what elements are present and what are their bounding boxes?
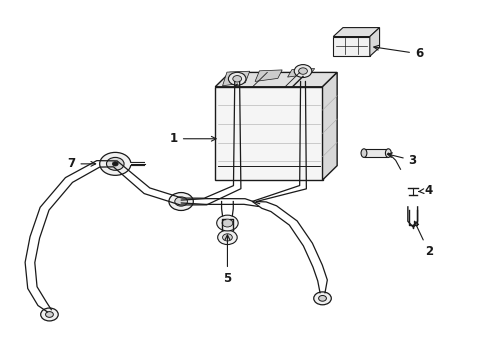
Circle shape xyxy=(222,234,232,241)
Circle shape xyxy=(228,72,245,85)
Ellipse shape xyxy=(385,149,390,157)
Bar xyxy=(363,149,387,157)
Text: 5: 5 xyxy=(223,235,231,285)
Ellipse shape xyxy=(360,149,366,157)
Polygon shape xyxy=(287,69,314,77)
Bar xyxy=(332,37,369,56)
Circle shape xyxy=(217,230,237,244)
Text: 6: 6 xyxy=(373,45,422,60)
Circle shape xyxy=(106,157,124,170)
Circle shape xyxy=(294,64,311,77)
Text: 2: 2 xyxy=(413,221,432,258)
Circle shape xyxy=(100,152,131,175)
Bar xyxy=(215,87,322,180)
Polygon shape xyxy=(369,28,379,56)
Circle shape xyxy=(298,68,307,74)
Polygon shape xyxy=(332,28,379,37)
Circle shape xyxy=(174,197,187,206)
Circle shape xyxy=(222,219,232,227)
Text: 4: 4 xyxy=(418,184,432,197)
Polygon shape xyxy=(215,72,336,87)
Circle shape xyxy=(45,312,53,318)
Text: 1: 1 xyxy=(169,132,216,145)
Polygon shape xyxy=(222,71,249,86)
Circle shape xyxy=(313,292,330,305)
Circle shape xyxy=(112,162,118,166)
Text: 7: 7 xyxy=(67,157,96,170)
Circle shape xyxy=(232,76,241,82)
Circle shape xyxy=(318,296,326,301)
Text: 3: 3 xyxy=(386,153,416,167)
Circle shape xyxy=(168,193,193,211)
Circle shape xyxy=(216,215,238,231)
Circle shape xyxy=(41,308,58,321)
Polygon shape xyxy=(255,70,282,81)
Polygon shape xyxy=(322,72,336,180)
